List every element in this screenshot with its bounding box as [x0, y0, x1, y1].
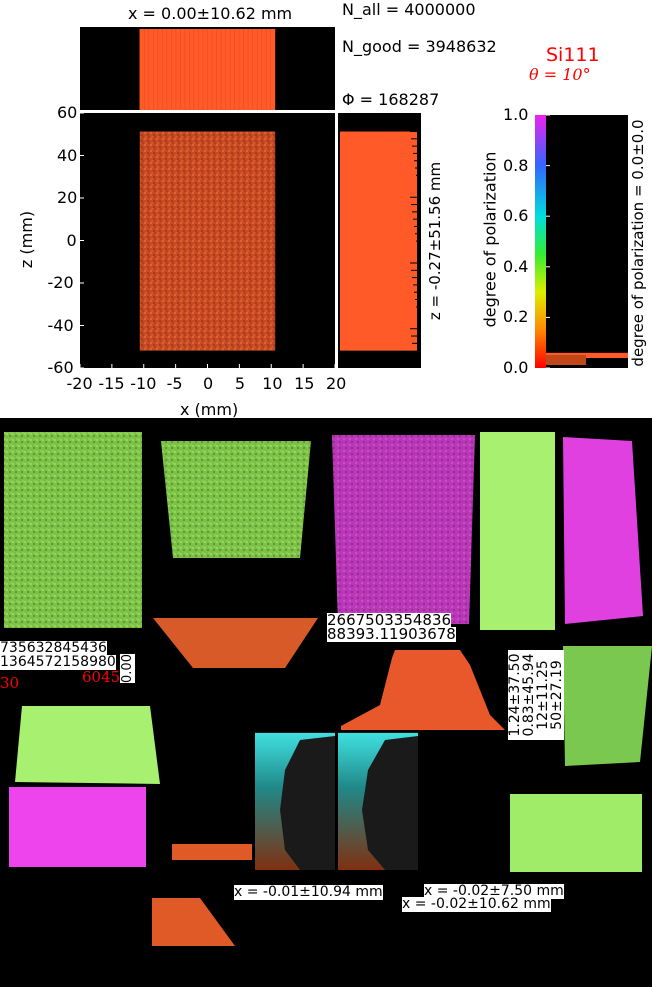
- z-tick-label: 40: [57, 145, 78, 165]
- cyan-curve-1: [255, 733, 335, 870]
- z-tick-label: -20: [47, 273, 74, 292]
- crystal-title: Si111: [546, 44, 600, 66]
- thumb-stat-2: x = -0.02±7.50 mm: [424, 883, 564, 899]
- thumb-red-trapezoid: [153, 618, 318, 668]
- thumb-text-7: 88393.11903678: [327, 625, 456, 643]
- polarization-histogram-panel: [535, 115, 628, 368]
- n-good-label: N_good = 3948632: [342, 37, 497, 56]
- x-tick-label: -10: [130, 374, 157, 393]
- z-histogram-bars: [340, 131, 417, 351]
- thumb-vertical-text: 50±27.19: [549, 650, 565, 740]
- colorbar-tick-label: 0.0: [503, 358, 529, 377]
- thumb-vertical-text: 12±11.25: [535, 650, 551, 740]
- x-tick-label: 15: [294, 374, 315, 393]
- thumb-red-corner: [152, 898, 235, 946]
- thumb-text-6: 2667503354836: [327, 611, 452, 629]
- thumb-green-zhist-2: [563, 646, 652, 766]
- x-stat-label: x = 0.00±10.62 mm: [128, 4, 293, 23]
- polarization-peak-bar: [546, 352, 628, 358]
- colorbar-tick-label: 0.8: [503, 155, 529, 175]
- thumb-stat-1: x = -0.01±10.94 mm: [234, 884, 383, 900]
- z-tick-label: 20: [57, 188, 78, 207]
- thumb-text-4: 6045: [82, 668, 121, 686]
- thumb-vertical-text: 0.83±45.94: [521, 650, 537, 740]
- x-tick-label: -20: [66, 374, 93, 393]
- colorbar-tick-label: 0.4: [503, 256, 529, 276]
- thumb-stat-3: x = -0.02±10.62 mm: [402, 896, 551, 912]
- cyan-curve-2: [338, 733, 418, 870]
- colorbar-tick-label: 0.2: [503, 307, 529, 327]
- thumb-vertical-text: 1.24±37.50: [507, 650, 523, 740]
- x-tick-label: -15: [98, 374, 125, 393]
- thumb-green-xhist-2: [510, 794, 642, 872]
- x-tick-label: 0: [203, 374, 214, 393]
- thumb-green-heatmap: [4, 432, 142, 628]
- colorbar-stat: degree of polarization = 0.0±0.0: [629, 119, 647, 367]
- thumb-magenta-heatmap: [332, 435, 475, 624]
- thumb-magenta-xhist: [9, 787, 146, 867]
- thumb-text-5: 0.00: [119, 654, 135, 683]
- colorbar-tick-label: 0.6: [503, 206, 529, 226]
- polarization-tail: [546, 355, 586, 365]
- thumb-magenta-zhist: [563, 437, 643, 624]
- z-tick-label: 60: [57, 103, 78, 122]
- beam-footprint: [139, 131, 276, 351]
- z-tick-label: 0: [66, 230, 77, 250]
- thumb-green-zhist: [480, 432, 555, 630]
- x-tick-label: 20: [326, 374, 347, 393]
- theta-title: θ = 10°: [529, 65, 591, 84]
- x-tick-label: 5: [234, 374, 246, 393]
- colorbar: [535, 115, 546, 368]
- thumb-red-xhist: [341, 650, 505, 730]
- flux-label: Φ = 168287: [342, 90, 440, 109]
- colorbar-label: degree of polarization: [480, 151, 500, 328]
- thumb-text-1: 735632845436: [0, 640, 107, 656]
- colorbar-tick-label: 1.0: [503, 105, 529, 124]
- x-axis-label: x (mm): [180, 400, 239, 419]
- thumb-green-xhist: [15, 706, 160, 784]
- z-axis-label: z (mm): [17, 210, 37, 269]
- thumb-text-3: 30: [0, 674, 20, 692]
- n-all-label: N_all = 4000000: [342, 0, 476, 19]
- z-tick-label: -60: [47, 358, 74, 377]
- x-tick-label: -5: [166, 374, 183, 393]
- thumb-green-trapezoid: [161, 441, 311, 558]
- thumb-text-2: 1364572158980: [0, 654, 116, 670]
- x-tick-label: 10: [262, 374, 283, 393]
- thumb-red-small-hist: [172, 844, 252, 860]
- z-tick-label: -40: [47, 315, 74, 335]
- z-stat-label: z = -0.27±51.56 mm: [426, 161, 444, 321]
